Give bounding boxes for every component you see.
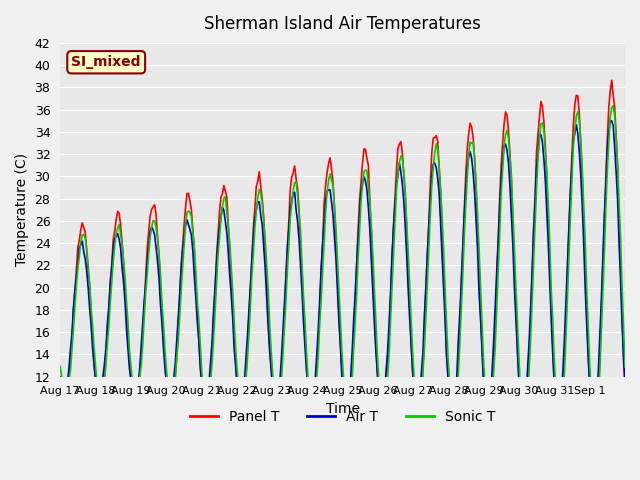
Panel T — [590, 435, 598, 441]
Sonic T — [56, 363, 64, 369]
Sonic T — [93, 381, 101, 387]
Panel T — [76, 237, 83, 243]
Sonic T — [556, 424, 564, 430]
Panel T — [608, 77, 616, 83]
X-axis label: Time: Time — [326, 402, 360, 416]
Air T — [607, 118, 614, 123]
Line: Air T: Air T — [60, 120, 625, 420]
Panel T — [459, 246, 467, 252]
Text: SI_mixed: SI_mixed — [72, 55, 141, 69]
Sonic T — [76, 253, 83, 259]
Air T — [76, 245, 83, 251]
Air T — [347, 374, 355, 380]
Y-axis label: Temperature (C): Temperature (C) — [15, 153, 29, 266]
Panel T — [620, 355, 627, 361]
Panel T — [347, 391, 355, 397]
Line: Panel T: Panel T — [60, 80, 625, 438]
Air T — [543, 209, 550, 215]
Title: Sherman Island Air Temperatures: Sherman Island Air Temperatures — [204, 15, 481, 33]
Panel T — [543, 179, 550, 184]
Air T — [555, 417, 563, 422]
Panel T — [93, 392, 101, 397]
Sonic T — [459, 274, 467, 279]
Sonic T — [620, 324, 627, 330]
Legend: Panel T, Air T, Sonic T: Panel T, Air T, Sonic T — [184, 405, 500, 430]
Sonic T — [621, 364, 629, 370]
Sonic T — [543, 169, 550, 175]
Air T — [459, 243, 467, 249]
Air T — [56, 376, 64, 382]
Line: Sonic T: Sonic T — [60, 106, 625, 427]
Sonic T — [347, 392, 355, 397]
Panel T — [621, 387, 629, 393]
Air T — [620, 354, 627, 360]
Air T — [93, 384, 101, 390]
Panel T — [56, 374, 64, 380]
Air T — [621, 379, 629, 384]
Sonic T — [609, 103, 617, 108]
